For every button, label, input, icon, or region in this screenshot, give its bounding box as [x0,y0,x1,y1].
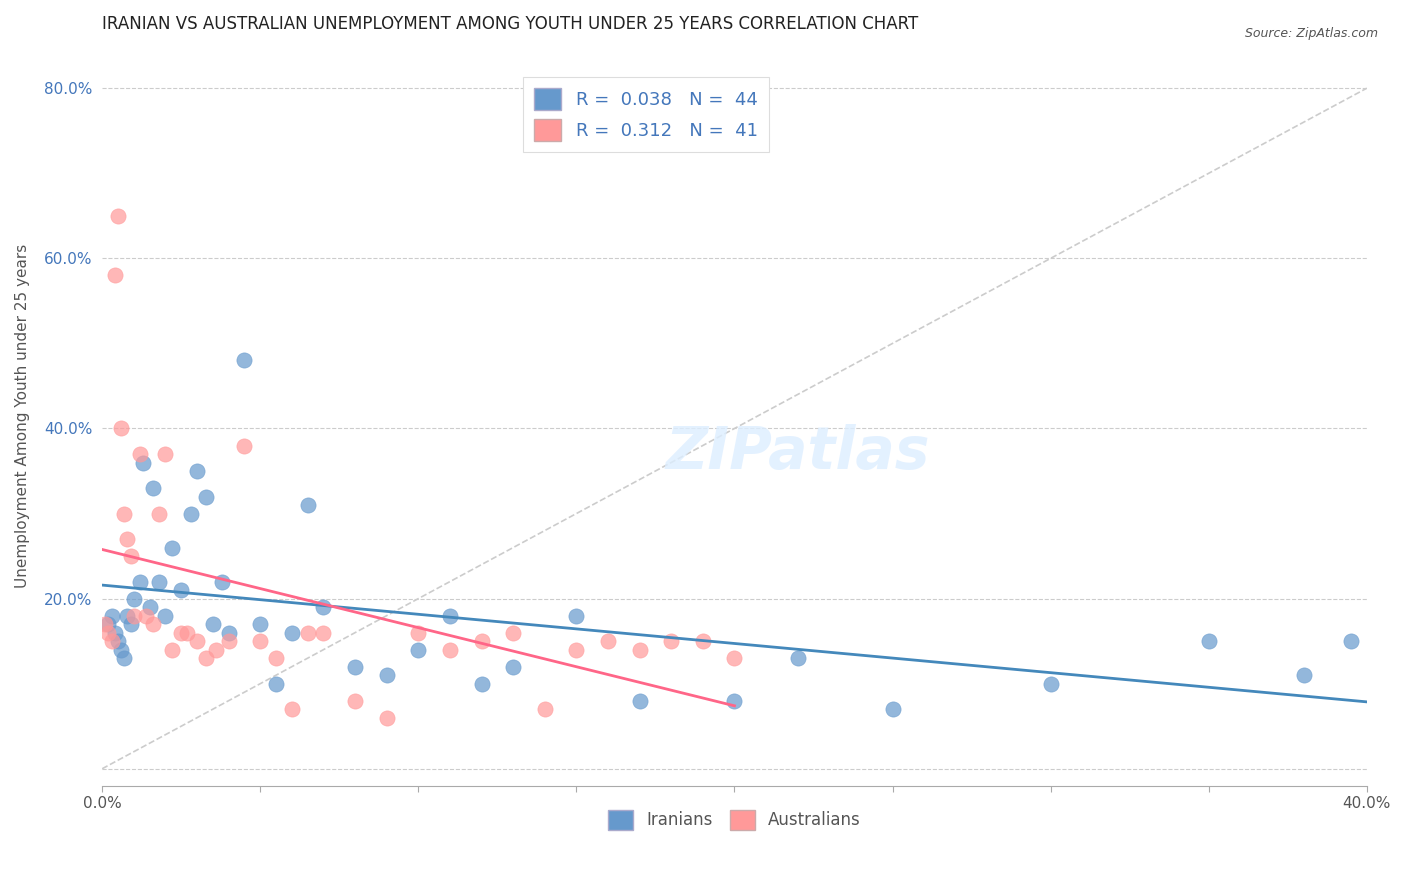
Point [110,421,132,435]
Text: IRANIAN VS AUSTRALIAN UNEMPLOYMENT AMONG YOUTH UNDER 25 YEARS CORRELATION CHART: IRANIAN VS AUSTRALIAN UNEMPLOYMENT AMONG… [103,15,918,33]
Point [205,642,228,657]
Point [112,507,135,521]
Point [1039,676,1062,690]
Legend: Iranians, Australians: Iranians, Australians [602,803,868,837]
Point [186,634,208,648]
Point [122,608,145,623]
Point [120,549,142,563]
Point [786,651,808,665]
Point [408,642,430,657]
Point [129,447,152,461]
Point [533,702,555,716]
Point [1292,668,1315,682]
Point [129,574,152,589]
Y-axis label: Unemployment Among Youth under 25 years: Unemployment Among Youth under 25 years [15,244,30,588]
Point [100,634,122,648]
Point [120,617,142,632]
Point [117,532,139,546]
Point [233,353,256,368]
Point [155,608,177,623]
Point [565,608,588,623]
Point [160,642,183,657]
Point [100,608,122,623]
Point [628,642,651,657]
Point [297,625,319,640]
Point [112,651,135,665]
Point [148,507,170,521]
Point [312,600,335,615]
Point [233,438,256,452]
Point [249,634,271,648]
Point [375,711,398,725]
Point [155,447,177,461]
Point [211,574,233,589]
Point [132,456,155,470]
Point [97,617,120,632]
Point [692,634,714,648]
Point [264,651,287,665]
Point [107,209,129,223]
Point [628,694,651,708]
Point [596,634,619,648]
Point [281,625,304,640]
Point [94,617,117,632]
Point [142,617,165,632]
Point [723,694,745,708]
Point [160,541,183,555]
Point [218,625,240,640]
Text: ZIPatlas: ZIPatlas [665,425,929,481]
Point [281,702,304,716]
Point [195,490,218,504]
Point [264,676,287,690]
Point [104,268,127,283]
Point [1340,634,1362,648]
Point [107,634,129,648]
Point [502,659,524,673]
Point [110,642,132,657]
Point [201,617,224,632]
Point [1198,634,1220,648]
Point [344,694,367,708]
Point [408,625,430,640]
Point [135,608,157,623]
Point [186,464,208,478]
Point [439,608,461,623]
Point [659,634,682,648]
Point [249,617,271,632]
Point [439,642,461,657]
Point [195,651,218,665]
Point [723,651,745,665]
Point [565,642,588,657]
Text: Source: ZipAtlas.com: Source: ZipAtlas.com [1244,27,1378,40]
Point [176,625,198,640]
Point [375,668,398,682]
Point [97,625,120,640]
Point [170,625,193,640]
Point [882,702,904,716]
Point [312,625,335,640]
Point [138,600,160,615]
Point [122,591,145,606]
Point [218,634,240,648]
Point [142,481,165,495]
Point [297,498,319,512]
Point [180,507,202,521]
Point [148,574,170,589]
Point [470,676,492,690]
Point [470,634,492,648]
Point [117,608,139,623]
Point [104,625,127,640]
Point [344,659,367,673]
Point [502,625,524,640]
Point [170,583,193,598]
